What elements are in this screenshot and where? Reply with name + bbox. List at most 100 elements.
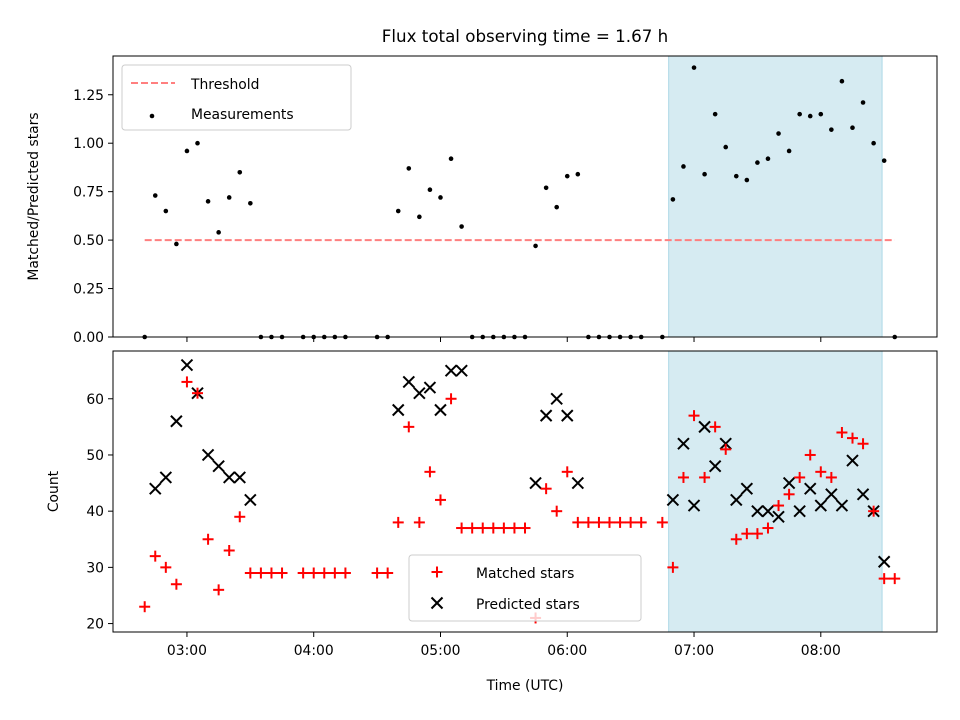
bottom-panel: 20 30 40 50 60 03:00 04:00 05:00 06:00 07:00 08:0… [46, 350, 938, 694]
measurement-point [195, 140, 200, 146]
predicted-star-marker [814, 499, 828, 512]
legend-matched-swatch [431, 566, 443, 578]
matched-star-marker [889, 573, 901, 585]
predicted-star-marker [180, 358, 194, 372]
matched-star-marker [699, 471, 711, 483]
measurement-point [807, 113, 813, 119]
top-legend-box [121, 64, 352, 131]
matched-star-markers [139, 376, 901, 624]
matched-star-marker [519, 522, 531, 534]
matched-star-marker [297, 567, 309, 579]
matched-star-marker [149, 550, 161, 562]
measurement-point [850, 125, 855, 131]
predicted-star-marker [804, 482, 817, 495]
measurement-point [417, 214, 422, 220]
measurement-point [871, 140, 876, 146]
legend-measurements-swatch [149, 113, 155, 119]
predicted-star-marker [719, 437, 732, 450]
measurement-point [702, 171, 707, 177]
top-y-tick-label: 1.25 [73, 88, 104, 104]
bottom-axes-frame [112, 350, 938, 633]
measurement-point [786, 148, 792, 154]
matched-star-marker [318, 567, 330, 579]
measurement-point [152, 193, 158, 198]
matched-star-marker [466, 522, 478, 534]
matched-star-marker [846, 432, 858, 444]
predicted-star-marker [212, 460, 225, 473]
matched-star-marker [635, 516, 647, 528]
legend-predicted-swatch [430, 596, 444, 610]
x-tick-label: 08:00 [801, 643, 841, 659]
matched-star-marker [794, 471, 806, 483]
measurement-point [184, 148, 190, 154]
matched-star-marker [688, 410, 700, 422]
measurement-point [533, 243, 538, 249]
predicted-star-marker [423, 381, 437, 394]
matched-star-marker [836, 426, 848, 438]
matched-star-marker [392, 516, 404, 528]
x-axis-label: Time (UTC) [486, 678, 564, 694]
measurement-point [860, 100, 866, 105]
predicted-star-marker [856, 488, 870, 501]
predicted-star-marker [402, 375, 416, 389]
bottom-y-tick-label: 60 [86, 392, 104, 408]
top-axes-frame [112, 55, 938, 338]
matched-star-marker [339, 567, 351, 579]
x-tick-label: 03:00 [167, 643, 207, 659]
predicted-star-marker [751, 504, 764, 518]
top-legend: Threshold Measurements [121, 64, 352, 131]
measurement-point [839, 78, 845, 84]
observing-window-shade-top [668, 55, 883, 338]
predicted-star-marker [761, 504, 775, 518]
predicted-star-marker [529, 476, 542, 490]
matched-star-marker [677, 471, 689, 483]
matched-star-marker [561, 466, 573, 478]
bottom-y-tick-label: 20 [86, 617, 104, 633]
predicted-star-marker [170, 415, 183, 428]
predicted-star-marker [708, 460, 722, 473]
matched-star-marker [751, 528, 763, 540]
x-tick-label: 07:00 [674, 643, 714, 659]
predicted-star-marker [539, 409, 553, 422]
matched-star-marker [625, 516, 637, 528]
predicted-star-marker [846, 454, 859, 467]
matched-star-marker [593, 516, 605, 528]
predicted-star-marker [201, 448, 215, 462]
matched-star-marker [255, 567, 267, 579]
matched-star-marker [244, 567, 256, 579]
predicted-star-marker [835, 499, 849, 512]
matched-star-marker [403, 421, 415, 433]
matched-star-marker [160, 561, 172, 573]
predicted-star-marker [233, 471, 246, 484]
observing-window-shade-bottom [668, 350, 883, 633]
measurement-point [174, 241, 179, 247]
matched-star-marker [192, 387, 204, 399]
legend-predicted-label: Predicted stars [476, 597, 580, 613]
top-y-tick-label: 0.75 [73, 185, 104, 201]
matched-star-marker [424, 466, 436, 478]
bottom-y-tick-label: 30 [86, 560, 104, 576]
measurement-point [691, 65, 697, 70]
predicted-star-marker [149, 482, 162, 495]
legend-measurements-label: Measurements [191, 107, 294, 123]
measurement-point [554, 204, 559, 210]
bottom-y-axis-label: Count [46, 470, 62, 512]
top-y-tick-label: 0.50 [73, 233, 104, 249]
predicted-star-marker [244, 493, 257, 507]
measurement-point [237, 169, 243, 175]
matched-star-marker [276, 567, 288, 579]
matched-star-marker [445, 393, 457, 405]
measurement-point [406, 166, 412, 171]
legend-threshold-label: Threshold [190, 77, 259, 93]
predicted-star-marker [571, 476, 585, 490]
predicted-star-marker [392, 403, 405, 417]
matched-star-marker [540, 483, 552, 495]
chart-title: Flux total observing time = 1.67 h [382, 26, 668, 46]
bottom-legend: Matched stars Predicted stars [408, 554, 642, 622]
bottom-legend-box [408, 554, 642, 622]
matched-star-marker [709, 421, 721, 433]
matched-star-marker [223, 545, 235, 557]
measurement-point [723, 144, 729, 150]
matched-star-marker [804, 449, 816, 461]
